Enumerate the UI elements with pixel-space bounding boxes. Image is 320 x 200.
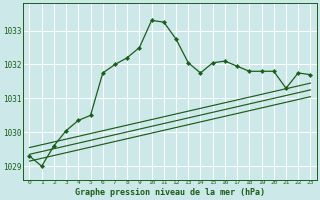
X-axis label: Graphe pression niveau de la mer (hPa): Graphe pression niveau de la mer (hPa) [75,188,265,197]
